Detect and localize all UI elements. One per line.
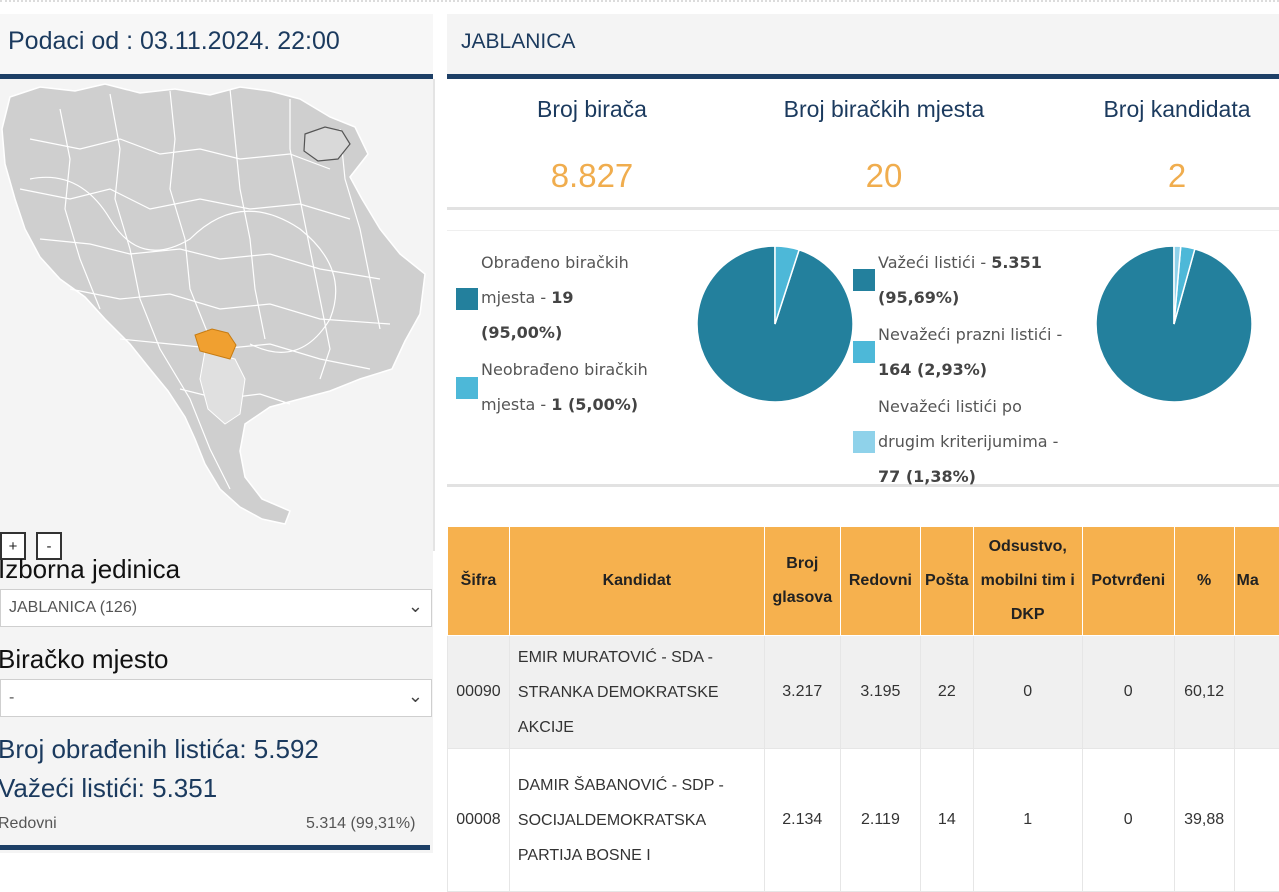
- country-shape: [2, 84, 425, 524]
- legend-other-line2: drugim kriterijumima -: [878, 424, 1058, 459]
- legend-processed-line2: mjesta - 19: [481, 280, 574, 315]
- candidate-line: AKCIJE: [518, 710, 763, 745]
- legend-swatch-blank: [853, 341, 875, 363]
- candidate-line: STRANKA DEMOKRATSKE: [518, 675, 763, 710]
- regular-value: 5.314 (99,31%): [306, 815, 415, 833]
- table-row[interactable]: 00090 EMIR MURATOVIĆ - SDA - STRANKA DEM…: [448, 636, 1279, 749]
- table-row[interactable]: 00008 DAMIR ŠABANOVIĆ - SDP - SOCIJALDEM…: [448, 749, 1279, 892]
- kpi-title: Broj kandidata: [1047, 96, 1279, 123]
- legend-swatch-other: [853, 431, 875, 453]
- legend-processed-line3: (95,00%): [481, 315, 562, 350]
- charts-row: Obrađeno biračkih mjesta - 19 (95,00%) N…: [447, 230, 1279, 487]
- results-table: Šifra Kandidat Broj glasova Redovni Pošt…: [447, 526, 1279, 892]
- legend-valid-line2: (95,69%): [878, 280, 959, 315]
- cell-post: 22: [920, 636, 973, 749]
- col-votes[interactable]: Broj glasova: [764, 527, 840, 636]
- cell-candidate: DAMIR ŠABANOVIĆ - SDP - SOCIJALDEMOKRATS…: [509, 749, 764, 892]
- electoral-unit-select[interactable]: JABLANICA (126) ⌄: [0, 589, 432, 627]
- legend-blank-line1: Nevažeći prazni listići -: [878, 317, 1062, 352]
- regular-label: Redovni: [0, 815, 57, 833]
- candidate-line: DAMIR ŠABANOVIĆ - SDP -: [518, 768, 763, 803]
- col-post[interactable]: Pošta: [920, 527, 973, 636]
- legend-other-line1: Nevažeći listići po: [878, 389, 1022, 424]
- electoral-unit-label: Izborna jedinica: [0, 554, 180, 585]
- ballots-pie-chart: [1094, 244, 1254, 404]
- col-regular[interactable]: Redovni: [840, 527, 920, 636]
- left-header: Podaci od : 03.11.2024. 22:00: [0, 14, 433, 79]
- cell-confirmed: 0: [1082, 749, 1174, 892]
- cell-candidate: EMIR MURATOVIĆ - SDA - STRANKA DEMOKRATS…: [509, 636, 764, 749]
- electoral-unit-value: JABLANICA (126): [9, 599, 137, 617]
- chevron-down-icon: ⌄: [408, 686, 423, 707]
- municipality-title: JABLANICA: [461, 30, 575, 54]
- map-panel[interactable]: [0, 79, 435, 551]
- col-confirmed[interactable]: Potvrđeni: [1082, 527, 1174, 636]
- polling-station-select[interactable]: - ⌄: [0, 679, 432, 717]
- col-mandate[interactable]: Ma: [1234, 527, 1279, 636]
- candidate-line: PARTIJA BOSNE I: [518, 838, 763, 873]
- valid-ballots: Važeći listići: 5.351: [0, 773, 217, 804]
- cell-regular: 3.195: [840, 636, 920, 749]
- col-code[interactable]: Šifra: [448, 527, 510, 636]
- col-absent[interactable]: Odsustvo, mobilni tim i DKP: [973, 527, 1082, 636]
- legend-processed-line1: Obrađeno biračkih: [481, 245, 629, 280]
- top-divider: [0, 0, 1279, 6]
- legend-valid-line1: Važeći listići - 5.351: [878, 245, 1042, 280]
- polling-station-value: -: [9, 689, 14, 707]
- legend-swatch-valid: [853, 269, 875, 291]
- cell-percent: 60,12: [1174, 636, 1234, 749]
- legend-unprocessed-line2: mjesta - 1 (5,00%): [481, 387, 638, 422]
- kpi-row: Broj birača 8.827 Broj biračkih mjesta 2…: [447, 79, 1279, 210]
- stations-pie-chart: [695, 244, 855, 404]
- cell-regular: 2.119: [840, 749, 920, 892]
- cell-code: 00090: [448, 636, 510, 749]
- cell-confirmed: 0: [1082, 636, 1174, 749]
- legend-other-line3: 77 (1,38%): [878, 459, 976, 494]
- candidate-line: EMIR MURATOVIĆ - SDA -: [518, 640, 763, 675]
- kpi-value: 20: [754, 157, 1014, 195]
- kpi-title: Broj birača: [462, 96, 722, 123]
- cell-absent: 1: [973, 749, 1082, 892]
- cell-post: 14: [920, 749, 973, 892]
- candidate-line: SOCIJALDEMOKRATSKA: [518, 803, 763, 838]
- left-bottom-bar: [0, 845, 430, 850]
- col-percent[interactable]: %: [1174, 527, 1234, 636]
- cell-code: 00008: [448, 749, 510, 892]
- left-panel: Podaci od : 03.11.2024. 22:00: [0, 14, 433, 853]
- cell-absent: 0: [973, 636, 1082, 749]
- cell-votes: 2.134: [764, 749, 840, 892]
- data-timestamp: Podaci od : 03.11.2024. 22:00: [8, 27, 340, 56]
- legend-blank-line2: 164 (2,93%): [878, 352, 987, 387]
- col-candidate[interactable]: Kandidat: [509, 527, 764, 636]
- table-header-row: Šifra Kandidat Broj glasova Redovni Pošt…: [448, 527, 1279, 636]
- cell-percent: 39,88: [1174, 749, 1234, 892]
- cell-votes: 3.217: [764, 636, 840, 749]
- legend-unprocessed-line1: Neobrađeno biračkih: [481, 352, 648, 387]
- kpi-title: Broj biračkih mjesta: [754, 96, 1014, 123]
- chevron-down-icon: ⌄: [408, 596, 423, 617]
- kpi-value: 2: [1047, 157, 1279, 195]
- legend-swatch-processed: [456, 288, 478, 310]
- cell-mandate: [1234, 636, 1279, 749]
- bih-map[interactable]: [0, 79, 433, 551]
- cell-mandate: [1234, 749, 1279, 892]
- polling-station-label: Biračko mjesto: [0, 644, 169, 675]
- kpi-value: 8.827: [462, 157, 722, 195]
- processed-ballots: Broj obrađenih listića: 5.592: [0, 734, 319, 765]
- legend-swatch-unprocessed: [456, 377, 478, 399]
- right-header: JABLANICA: [447, 14, 1279, 79]
